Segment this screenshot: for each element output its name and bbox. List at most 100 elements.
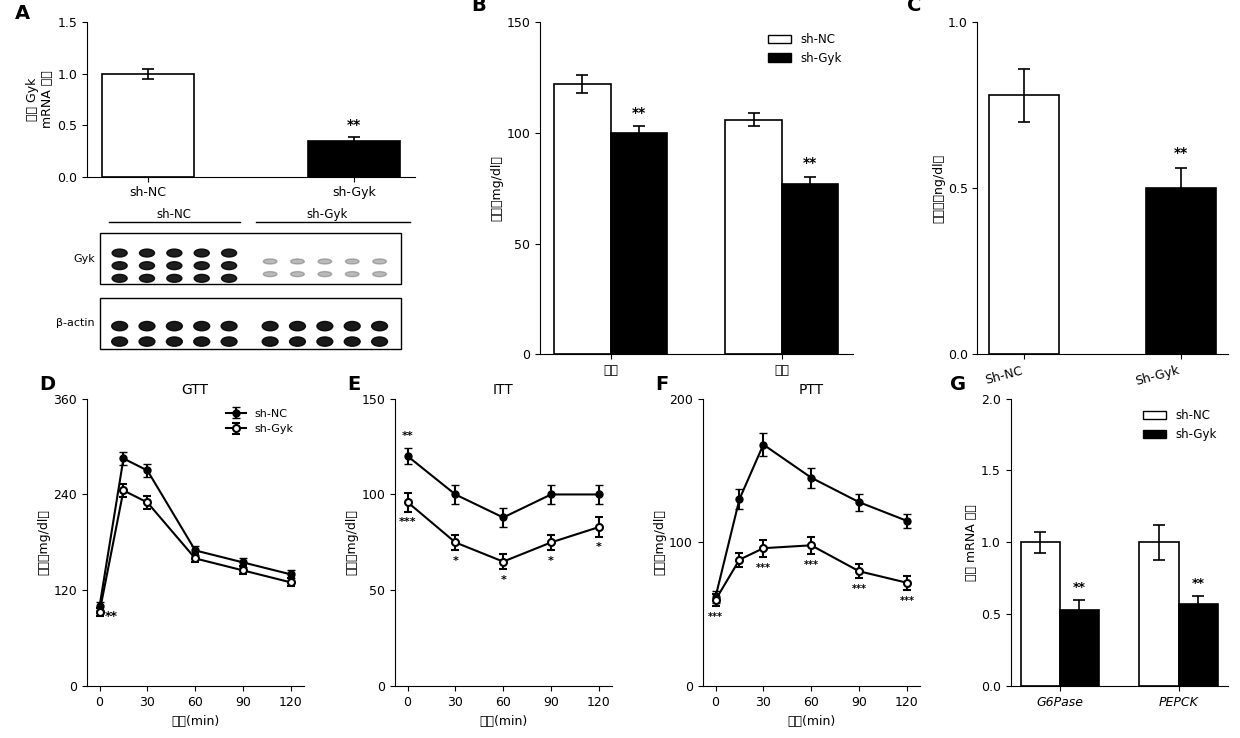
- Ellipse shape: [112, 262, 128, 269]
- Ellipse shape: [345, 337, 360, 346]
- Legend: sh-NC, sh-Gyk: sh-NC, sh-Gyk: [222, 404, 298, 438]
- X-axis label: 时间(min): 时间(min): [171, 714, 219, 728]
- Ellipse shape: [317, 259, 331, 264]
- Ellipse shape: [290, 259, 304, 264]
- Bar: [725, 120, 782, 354]
- Bar: [102, 74, 195, 177]
- Bar: [610, 133, 667, 354]
- Ellipse shape: [345, 322, 360, 331]
- Ellipse shape: [193, 322, 210, 331]
- Y-axis label: 胰岛素（ng/dl）: 胰岛素（ng/dl）: [932, 154, 945, 223]
- Ellipse shape: [290, 272, 304, 277]
- Bar: [1178, 604, 1218, 686]
- Ellipse shape: [139, 337, 155, 346]
- Ellipse shape: [112, 275, 128, 282]
- Text: ***: ***: [804, 559, 818, 570]
- Ellipse shape: [166, 337, 182, 346]
- Text: **: **: [1174, 146, 1188, 160]
- Ellipse shape: [139, 249, 155, 257]
- Text: sh-NC: sh-NC: [157, 208, 192, 221]
- Text: **: **: [804, 156, 817, 170]
- Text: *: *: [453, 556, 459, 566]
- Ellipse shape: [290, 322, 305, 331]
- Ellipse shape: [112, 322, 128, 331]
- Ellipse shape: [372, 322, 388, 331]
- Y-axis label: 血糖（mg/dl）: 血糖（mg/dl）: [653, 509, 666, 576]
- Ellipse shape: [222, 249, 237, 257]
- Y-axis label: 相对 Gyk
mRNA 水平: 相对 Gyk mRNA 水平: [26, 71, 55, 128]
- Text: *: *: [596, 542, 601, 553]
- Bar: [988, 95, 1059, 354]
- Text: **: **: [1073, 582, 1086, 594]
- Y-axis label: 血糖（mg/dl）: 血糖（mg/dl）: [37, 509, 51, 576]
- Ellipse shape: [317, 322, 332, 331]
- Y-axis label: 血糖（mg/dl）: 血糖（mg/dl）: [346, 509, 358, 576]
- Text: **: **: [1192, 577, 1204, 590]
- Text: **: **: [104, 610, 118, 624]
- Legend: sh-NC, sh-Gyk: sh-NC, sh-Gyk: [1138, 404, 1221, 446]
- Ellipse shape: [112, 249, 128, 257]
- Ellipse shape: [317, 272, 331, 277]
- Ellipse shape: [346, 272, 360, 277]
- Text: *: *: [548, 556, 554, 566]
- Bar: [1146, 188, 1216, 354]
- Ellipse shape: [195, 262, 210, 269]
- Ellipse shape: [262, 322, 278, 331]
- Ellipse shape: [263, 259, 277, 264]
- Ellipse shape: [222, 275, 237, 282]
- Bar: [782, 184, 838, 354]
- Text: Gyk: Gyk: [73, 254, 95, 263]
- Bar: [1140, 542, 1178, 686]
- Bar: [1021, 542, 1060, 686]
- Ellipse shape: [112, 337, 128, 346]
- Ellipse shape: [290, 337, 305, 346]
- Bar: [554, 84, 610, 354]
- Legend: sh-NC, sh-Gyk: sh-NC, sh-Gyk: [763, 28, 847, 69]
- Title: ITT: ITT: [492, 383, 513, 397]
- Y-axis label: 血糖（mg/dl）: 血糖（mg/dl）: [491, 155, 503, 221]
- Text: **: **: [347, 118, 361, 132]
- Bar: [1060, 610, 1099, 686]
- Ellipse shape: [346, 259, 360, 264]
- Text: ***: ***: [708, 612, 723, 621]
- Title: PTT: PTT: [799, 383, 823, 397]
- Ellipse shape: [222, 262, 237, 269]
- Text: D: D: [40, 376, 56, 395]
- X-axis label: 时间(min): 时间(min): [787, 714, 836, 728]
- Ellipse shape: [139, 262, 155, 269]
- Ellipse shape: [221, 337, 237, 346]
- Title: GTT: GTT: [182, 383, 208, 397]
- Ellipse shape: [193, 337, 210, 346]
- Ellipse shape: [373, 259, 387, 264]
- Ellipse shape: [167, 275, 182, 282]
- Ellipse shape: [167, 249, 182, 257]
- Text: C: C: [908, 0, 921, 15]
- Bar: [308, 141, 401, 177]
- Ellipse shape: [166, 322, 182, 331]
- Text: ***: ***: [899, 596, 914, 606]
- Text: F: F: [655, 376, 668, 395]
- Ellipse shape: [195, 249, 210, 257]
- Ellipse shape: [221, 322, 237, 331]
- Text: B: B: [471, 0, 486, 15]
- Text: sh-Gyk: sh-Gyk: [308, 208, 348, 221]
- Ellipse shape: [139, 322, 155, 331]
- Ellipse shape: [195, 275, 210, 282]
- Text: E: E: [347, 376, 361, 395]
- Text: A: A: [15, 4, 30, 23]
- Text: ***: ***: [852, 584, 867, 594]
- Ellipse shape: [139, 275, 155, 282]
- Bar: [100, 298, 402, 348]
- Ellipse shape: [373, 272, 387, 277]
- Text: **: **: [632, 106, 646, 120]
- Ellipse shape: [167, 262, 182, 269]
- Text: **: **: [402, 431, 413, 441]
- Y-axis label: 相对 mRNA 水平: 相对 mRNA 水平: [965, 504, 978, 581]
- Text: ***: ***: [756, 562, 771, 573]
- Ellipse shape: [263, 272, 277, 277]
- X-axis label: 时间(min): 时间(min): [479, 714, 527, 728]
- Text: ***: ***: [399, 517, 417, 528]
- Ellipse shape: [262, 337, 278, 346]
- Ellipse shape: [317, 337, 332, 346]
- Bar: [100, 233, 402, 284]
